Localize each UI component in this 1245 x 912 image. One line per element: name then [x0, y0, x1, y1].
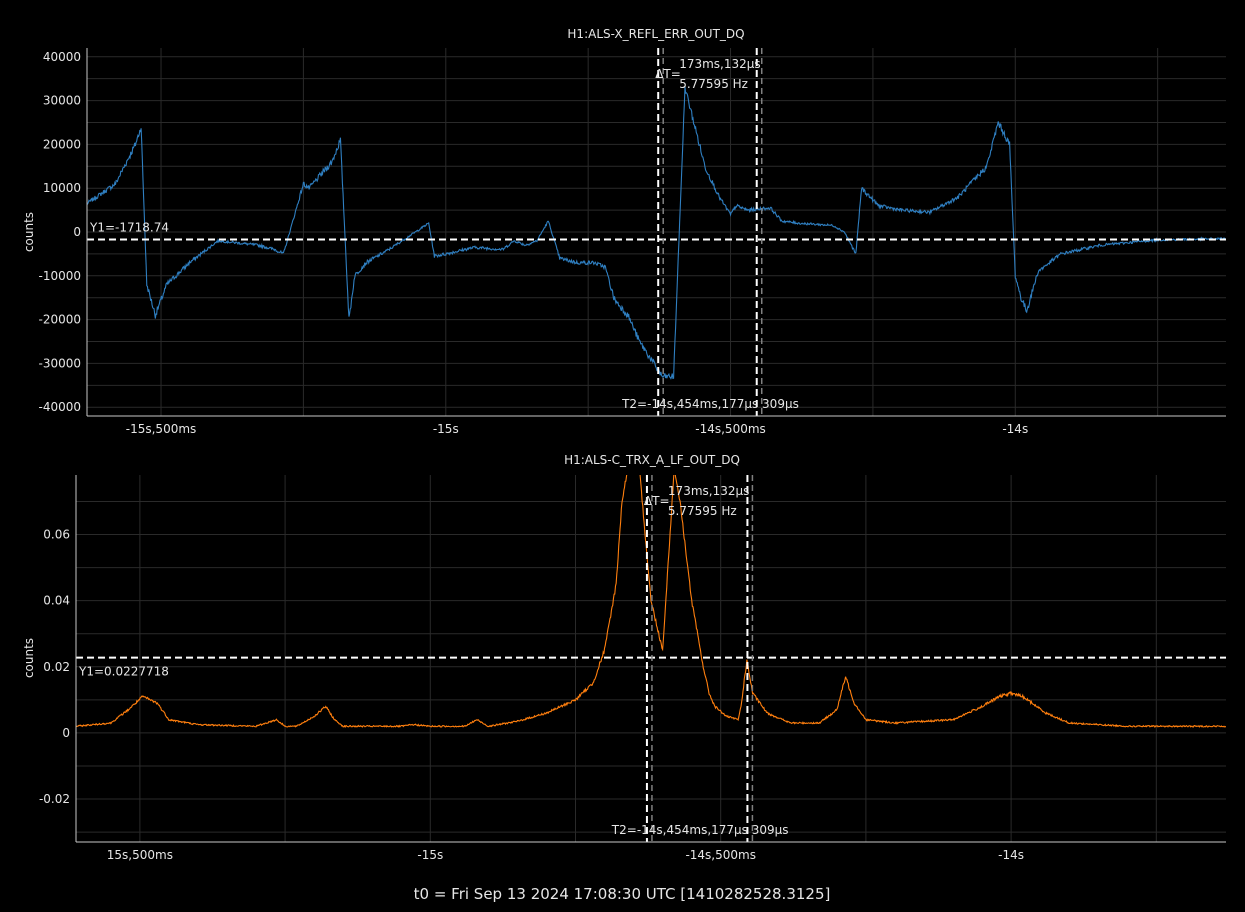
- cursor-delta-freq: 5.77595 Hz: [668, 504, 737, 518]
- y-tick-label: 0: [73, 225, 81, 239]
- panel-top-grid: [87, 48, 1226, 416]
- x-tick-label: -15s,500ms: [126, 422, 197, 436]
- panel-bottom[interactable]: H1:ALS-C_TRX_A_LF_OUT_DQ counts Y1=0.022…: [22, 453, 1226, 862]
- x-tick-label: -15s: [433, 422, 459, 436]
- panel-top-title: H1:ALS-X_REFL_ERR_OUT_DQ: [567, 27, 744, 41]
- cursor-y1-label: Y1=0.0227718: [78, 665, 169, 679]
- cursor-t2-label: T2=-14s,454ms,177μs 309μs: [611, 823, 789, 837]
- y-tick-label: 0.04: [43, 594, 70, 608]
- y-tick-label: -30000: [38, 356, 81, 370]
- panel-top-ylabel: counts: [22, 212, 36, 252]
- panel-top-axes: 40000 30000 20000 10000 0 -10000 -20000 -30000 -…: [38, 48, 1226, 436]
- x-tick-label: -14s: [1002, 422, 1028, 436]
- panel-bottom-title: H1:ALS-C_TRX_A_LF_OUT_DQ: [564, 453, 740, 467]
- x-tick-label: 15s,500ms: [107, 848, 173, 862]
- x-tick-label: -14s,500ms: [685, 848, 756, 862]
- y-tick-label: -20000: [38, 313, 81, 327]
- y-tick-label: 0.02: [43, 660, 70, 674]
- series-line: [87, 86, 1226, 380]
- footer-t0: t0 = Fri Sep 13 2024 17:08:30 UTC [14102…: [414, 885, 831, 903]
- y-tick-label: 30000: [43, 94, 81, 108]
- panel-bottom-series: [76, 475, 1226, 729]
- y-tick-label: 0.06: [43, 528, 70, 542]
- y-tick-label: 0: [62, 726, 70, 740]
- y-tick-label: -10000: [38, 269, 81, 283]
- x-tick-label: -14s,500ms: [695, 422, 766, 436]
- cursor-delta-freq: 5.77595 Hz: [679, 77, 748, 91]
- cursor-delta-time: 173ms,132μs: [668, 484, 749, 498]
- panel-top-cursors[interactable]: Y1=-1718.74 ΔT=173ms,132μs 5.77595 Hz T2=-1…: [87, 48, 1226, 416]
- y-tick-label: 10000: [43, 181, 81, 195]
- y-tick-label: 20000: [43, 137, 81, 151]
- cursor-delta-time: 173ms,132μs: [679, 57, 760, 71]
- y-tick-label: -40000: [38, 400, 81, 414]
- cursor-delta-label: ΔT=: [644, 494, 670, 508]
- panel-bottom-grid: [76, 475, 1226, 842]
- panel-bottom-ylabel: counts: [22, 638, 36, 678]
- panel-bottom-axes: 0.06 0.04 0.02 0 -0.02 15s,500ms -15s -14s,500m…: [39, 475, 1226, 862]
- panel-top-series: [87, 86, 1226, 380]
- cursor-t2-label: T2=-14s,454ms,177μs 309μs: [621, 397, 799, 411]
- x-tick-label: -15s: [417, 848, 443, 862]
- panel-bottom-cursors[interactable]: Y1=0.0227718 ΔT=173ms,132μs 5.77595 Hz T2=-…: [76, 475, 1226, 842]
- x-tick-label: -14s: [998, 848, 1024, 862]
- y-tick-label: 40000: [43, 50, 81, 64]
- cursor-y1-label: Y1=-1718.74: [89, 221, 169, 235]
- y-tick-label: -0.02: [39, 792, 70, 806]
- cursor-delta-label: ΔT=: [655, 67, 681, 81]
- series-line: [76, 475, 1226, 729]
- panel-top[interactable]: H1:ALS-X_REFL_ERR_OUT_DQ counts Y1=-1718…: [22, 27, 1226, 436]
